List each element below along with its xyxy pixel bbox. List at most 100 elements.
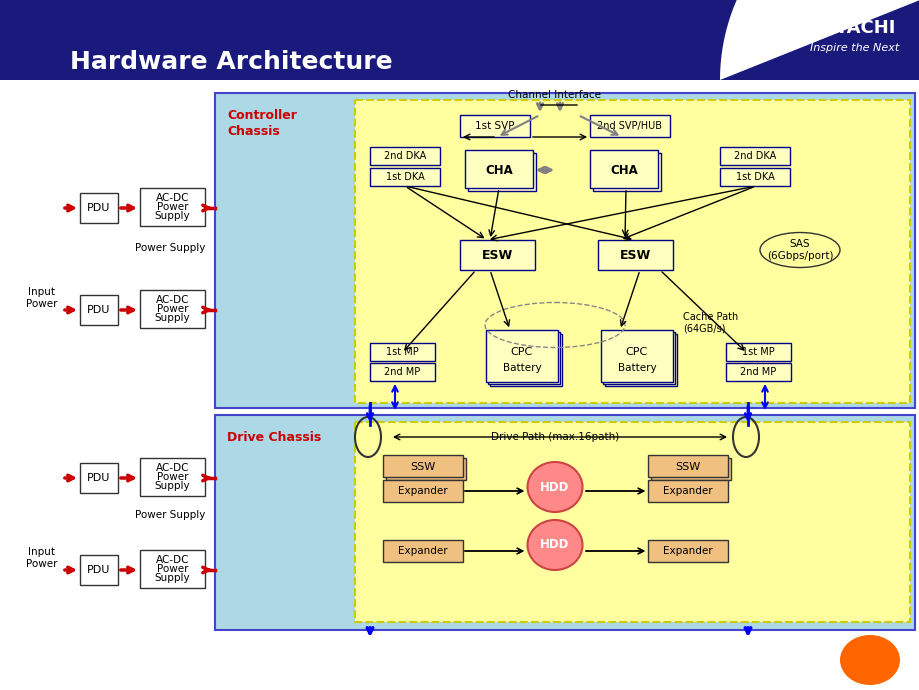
Text: Power Supply: Power Supply xyxy=(135,243,205,253)
Text: 2nd DKA: 2nd DKA xyxy=(733,151,776,161)
Text: Expander: Expander xyxy=(398,486,448,496)
FancyBboxPatch shape xyxy=(369,147,439,165)
FancyBboxPatch shape xyxy=(0,80,919,690)
FancyBboxPatch shape xyxy=(382,455,462,477)
FancyBboxPatch shape xyxy=(720,168,789,186)
FancyBboxPatch shape xyxy=(605,334,676,386)
FancyBboxPatch shape xyxy=(593,153,660,191)
Text: 1st DKA: 1st DKA xyxy=(735,172,774,182)
Text: Power: Power xyxy=(156,202,188,212)
FancyBboxPatch shape xyxy=(215,415,914,630)
Text: AC-DC: AC-DC xyxy=(155,463,189,473)
FancyBboxPatch shape xyxy=(464,150,532,188)
FancyBboxPatch shape xyxy=(720,147,789,165)
FancyBboxPatch shape xyxy=(80,193,118,223)
Text: Hardware Architecture: Hardware Architecture xyxy=(70,50,392,74)
Text: PDU: PDU xyxy=(87,565,110,575)
Text: Supply: Supply xyxy=(154,313,190,323)
Text: CPC: CPC xyxy=(510,347,532,357)
FancyBboxPatch shape xyxy=(651,458,731,480)
Text: Channel Interface: Channel Interface xyxy=(508,90,601,100)
Text: 2nd MP: 2nd MP xyxy=(740,367,776,377)
Text: AC-DC: AC-DC xyxy=(155,295,189,305)
Ellipse shape xyxy=(527,520,582,570)
FancyBboxPatch shape xyxy=(140,550,205,588)
FancyBboxPatch shape xyxy=(647,455,727,477)
Text: SSW: SSW xyxy=(410,462,436,472)
Text: Power: Power xyxy=(156,564,188,574)
Text: 2nd SVP/HUB: 2nd SVP/HUB xyxy=(596,121,662,131)
FancyBboxPatch shape xyxy=(602,332,675,384)
Text: Expander: Expander xyxy=(398,546,448,556)
Text: Chassis: Chassis xyxy=(227,124,279,137)
Text: 1st MP: 1st MP xyxy=(742,347,774,357)
Text: PDU: PDU xyxy=(87,473,110,483)
Text: Expander: Expander xyxy=(663,486,712,496)
FancyBboxPatch shape xyxy=(460,115,529,137)
Text: HITACHI: HITACHI xyxy=(813,19,895,37)
Text: Controller: Controller xyxy=(227,108,297,121)
FancyBboxPatch shape xyxy=(140,290,205,328)
FancyBboxPatch shape xyxy=(382,540,462,562)
Text: Inspire the Next: Inspire the Next xyxy=(810,43,899,53)
Text: Power: Power xyxy=(156,304,188,314)
FancyBboxPatch shape xyxy=(725,343,790,361)
FancyBboxPatch shape xyxy=(460,240,535,270)
Text: SAS
(6Gbps/port): SAS (6Gbps/port) xyxy=(766,239,833,261)
Ellipse shape xyxy=(839,635,899,685)
Text: ESW: ESW xyxy=(482,248,513,262)
Text: Input
Power: Input Power xyxy=(27,287,58,309)
Text: 2nd MP: 2nd MP xyxy=(384,367,420,377)
PathPatch shape xyxy=(720,0,919,80)
FancyBboxPatch shape xyxy=(600,330,673,382)
Text: 1st MP: 1st MP xyxy=(386,347,418,357)
FancyBboxPatch shape xyxy=(589,115,669,137)
FancyBboxPatch shape xyxy=(369,168,439,186)
FancyBboxPatch shape xyxy=(369,343,435,361)
FancyBboxPatch shape xyxy=(140,458,205,496)
Text: AC-DC: AC-DC xyxy=(155,555,189,565)
Text: CHA: CHA xyxy=(609,164,637,177)
FancyBboxPatch shape xyxy=(647,480,727,502)
Text: PDU: PDU xyxy=(87,203,110,213)
FancyBboxPatch shape xyxy=(487,332,560,384)
Text: Supply: Supply xyxy=(154,481,190,491)
FancyBboxPatch shape xyxy=(386,458,466,480)
Text: Power Supply: Power Supply xyxy=(135,510,205,520)
Text: Supply: Supply xyxy=(154,573,190,583)
FancyBboxPatch shape xyxy=(589,150,657,188)
FancyBboxPatch shape xyxy=(0,0,919,80)
FancyBboxPatch shape xyxy=(597,240,673,270)
Text: HDD: HDD xyxy=(539,538,569,551)
Text: CHA: CHA xyxy=(484,164,512,177)
Text: SSW: SSW xyxy=(675,462,700,472)
FancyBboxPatch shape xyxy=(485,330,558,382)
FancyBboxPatch shape xyxy=(647,540,727,562)
FancyBboxPatch shape xyxy=(80,463,118,493)
Text: Cache Path
(64GB/s): Cache Path (64GB/s) xyxy=(682,312,737,334)
Text: Expander: Expander xyxy=(663,546,712,556)
Text: Drive Path (max.16path): Drive Path (max.16path) xyxy=(491,432,618,442)
FancyBboxPatch shape xyxy=(725,363,790,381)
Text: HDD: HDD xyxy=(539,480,569,493)
Text: 1st SVP: 1st SVP xyxy=(475,121,515,131)
FancyBboxPatch shape xyxy=(369,363,435,381)
Text: PDU: PDU xyxy=(87,305,110,315)
Text: 1st DKA: 1st DKA xyxy=(385,172,424,182)
FancyBboxPatch shape xyxy=(490,334,562,386)
FancyBboxPatch shape xyxy=(355,100,909,403)
FancyBboxPatch shape xyxy=(468,153,536,191)
Ellipse shape xyxy=(527,462,582,512)
FancyBboxPatch shape xyxy=(382,480,462,502)
Text: Battery: Battery xyxy=(502,363,540,373)
Text: Battery: Battery xyxy=(617,363,655,373)
Text: ESW: ESW xyxy=(619,248,651,262)
Text: CPC: CPC xyxy=(625,347,647,357)
Text: Drive Chassis: Drive Chassis xyxy=(227,431,321,444)
Text: Power: Power xyxy=(156,472,188,482)
FancyBboxPatch shape xyxy=(80,555,118,585)
FancyBboxPatch shape xyxy=(355,422,909,622)
Text: 2nd DKA: 2nd DKA xyxy=(383,151,425,161)
FancyBboxPatch shape xyxy=(140,188,205,226)
FancyBboxPatch shape xyxy=(80,295,118,325)
